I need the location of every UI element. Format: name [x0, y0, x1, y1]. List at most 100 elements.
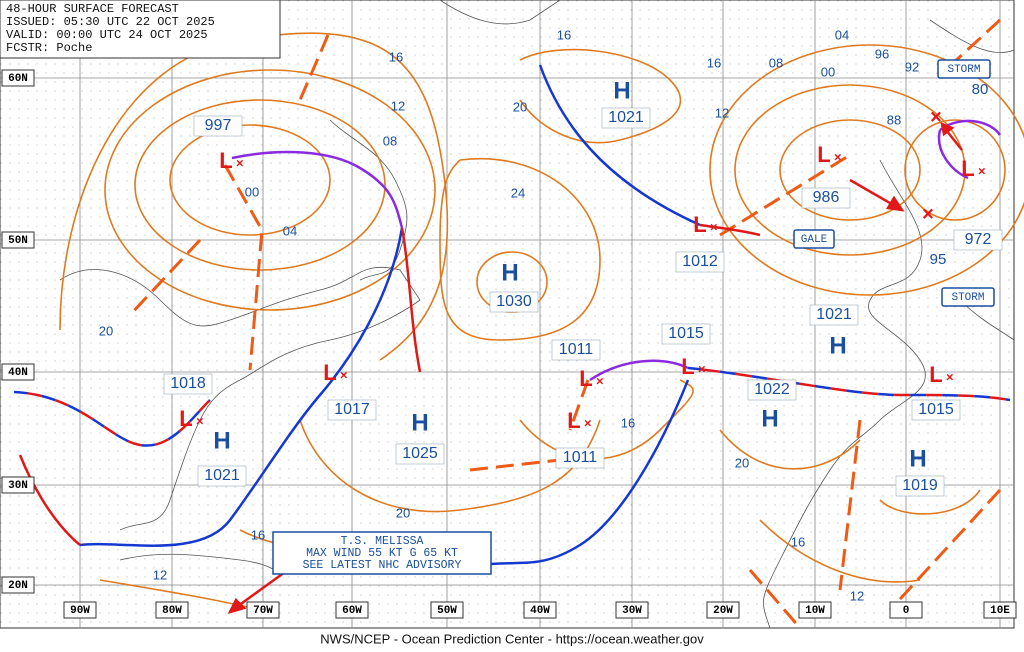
header-line: VALID: 00:00 UTC 24 OCT 2025	[6, 28, 208, 42]
warning-label: STORM	[947, 64, 980, 76]
isobar-label: 08	[383, 133, 397, 148]
isobar-label: 16	[389, 49, 403, 64]
pressure-label-box	[489, 291, 539, 313]
isobar-label: 24	[511, 185, 525, 200]
high-symbol: H	[613, 77, 630, 104]
warning-label: GALE	[801, 234, 828, 246]
lon-label-box	[430, 601, 464, 619]
isobar-label: 04	[835, 27, 849, 42]
pressure-label: 972	[965, 231, 992, 248]
pressure-label: 1015	[918, 401, 954, 418]
isobar-label: 12	[153, 567, 167, 582]
pressure-label: 1015	[668, 325, 704, 342]
pressure-label: 986	[813, 189, 840, 206]
low-symbol: L	[179, 406, 192, 431]
high-symbol: H	[761, 405, 778, 432]
pressure-label-box	[193, 115, 243, 137]
x-mark: ×	[930, 106, 942, 128]
lon-label-box	[706, 601, 740, 619]
pressure-label: 1019	[902, 477, 938, 494]
pressure-label-box	[197, 465, 247, 487]
lon-label-box	[889, 601, 923, 619]
isobar-label: 00	[821, 64, 835, 79]
pressure-label-box	[675, 251, 725, 273]
lon-label: 70W	[253, 605, 273, 617]
header-line: 48-HOUR SURFACE FORECAST	[6, 2, 179, 16]
lon-label-box	[798, 601, 832, 619]
lon-label: 60W	[342, 605, 362, 617]
high-symbol: H	[909, 445, 926, 472]
pressure-label: 997	[205, 117, 232, 134]
lon-label-box	[523, 601, 557, 619]
lat-label-box	[1, 476, 35, 494]
high-symbol: H	[829, 332, 846, 359]
header-line: FCSTR: Poche	[6, 41, 92, 55]
isobar-label: 95	[930, 251, 947, 268]
pressure-label: 1025	[402, 445, 438, 462]
lat-label: 40N	[8, 367, 28, 379]
arrows: × ×	[227, 106, 963, 614]
isobar-label: 88	[887, 112, 901, 127]
pressure-label: 1011	[559, 341, 594, 358]
isobar-label: 16	[251, 527, 265, 542]
pressure-label-box	[551, 339, 601, 361]
low-symbol: L	[961, 156, 974, 181]
lat-label: 30N	[8, 480, 28, 492]
isobar-label: 20	[99, 323, 113, 338]
lon-label-box	[246, 601, 280, 619]
map-frame	[0, 0, 1015, 629]
warning-box	[941, 287, 995, 307]
pressure-label-box	[747, 379, 797, 401]
isobar-label: 12	[391, 98, 405, 113]
pressure-label-box	[895, 475, 945, 497]
low-x: ×	[698, 361, 706, 376]
lon-label: 40W	[530, 605, 550, 617]
pressure-label-box	[601, 107, 651, 129]
high-symbol: H	[501, 259, 518, 286]
pressure-label: 1022	[754, 381, 790, 398]
lon-label: 50W	[437, 605, 457, 617]
pressure-label: 1021	[816, 306, 852, 323]
lon-label-box	[615, 601, 649, 619]
footer: NWS/NCEP - Ocean Prediction Center - htt…	[320, 631, 704, 646]
isobar-label: 16	[707, 55, 721, 70]
lon-label: 30W	[622, 605, 642, 617]
high-symbol: H	[411, 409, 428, 436]
isobar-label: 92	[905, 59, 919, 74]
pressure-label: 1012	[682, 253, 718, 270]
isobar-label: 12	[715, 105, 729, 120]
lon-label: 20W	[713, 605, 733, 617]
pressure-label: 1030	[496, 293, 532, 310]
advisory-box	[272, 531, 492, 575]
isobar-label: 16	[791, 534, 805, 549]
pressure-label: 1011	[563, 449, 598, 466]
lon-label: 0	[903, 605, 910, 617]
isobar-label: 80	[972, 81, 989, 98]
low-x: ×	[946, 369, 954, 384]
lon-label-box	[155, 601, 189, 619]
low-symbol: L	[929, 362, 942, 387]
lon-label: 90W	[70, 605, 90, 617]
isobar-label: 16	[621, 415, 635, 430]
low-x: ×	[596, 373, 604, 388]
lon-label-box	[63, 601, 97, 619]
advisory-line: MAX WIND 55 KT G 65 KT	[306, 547, 458, 560]
pressure-label-box	[801, 187, 851, 209]
pressure-label: 1017	[334, 401, 370, 418]
pressure-label-box	[555, 447, 605, 469]
isobar-label: 00	[245, 184, 259, 199]
lat-label: 20N	[8, 580, 28, 592]
isobar-label: 04	[283, 223, 297, 238]
isobar-label: 20	[735, 455, 749, 470]
lat-label: 50N	[8, 235, 28, 247]
fronts	[13, 64, 1011, 567]
low-symbol: L	[567, 408, 580, 433]
isobar-label: 12	[850, 588, 864, 603]
lon-label: 10W	[805, 605, 825, 617]
x-mark: ×	[922, 203, 934, 225]
pressure-label-box	[953, 229, 1003, 251]
low-x: ×	[710, 219, 718, 234]
isobar-label: 20	[396, 505, 410, 520]
lat-label-box	[1, 231, 35, 249]
